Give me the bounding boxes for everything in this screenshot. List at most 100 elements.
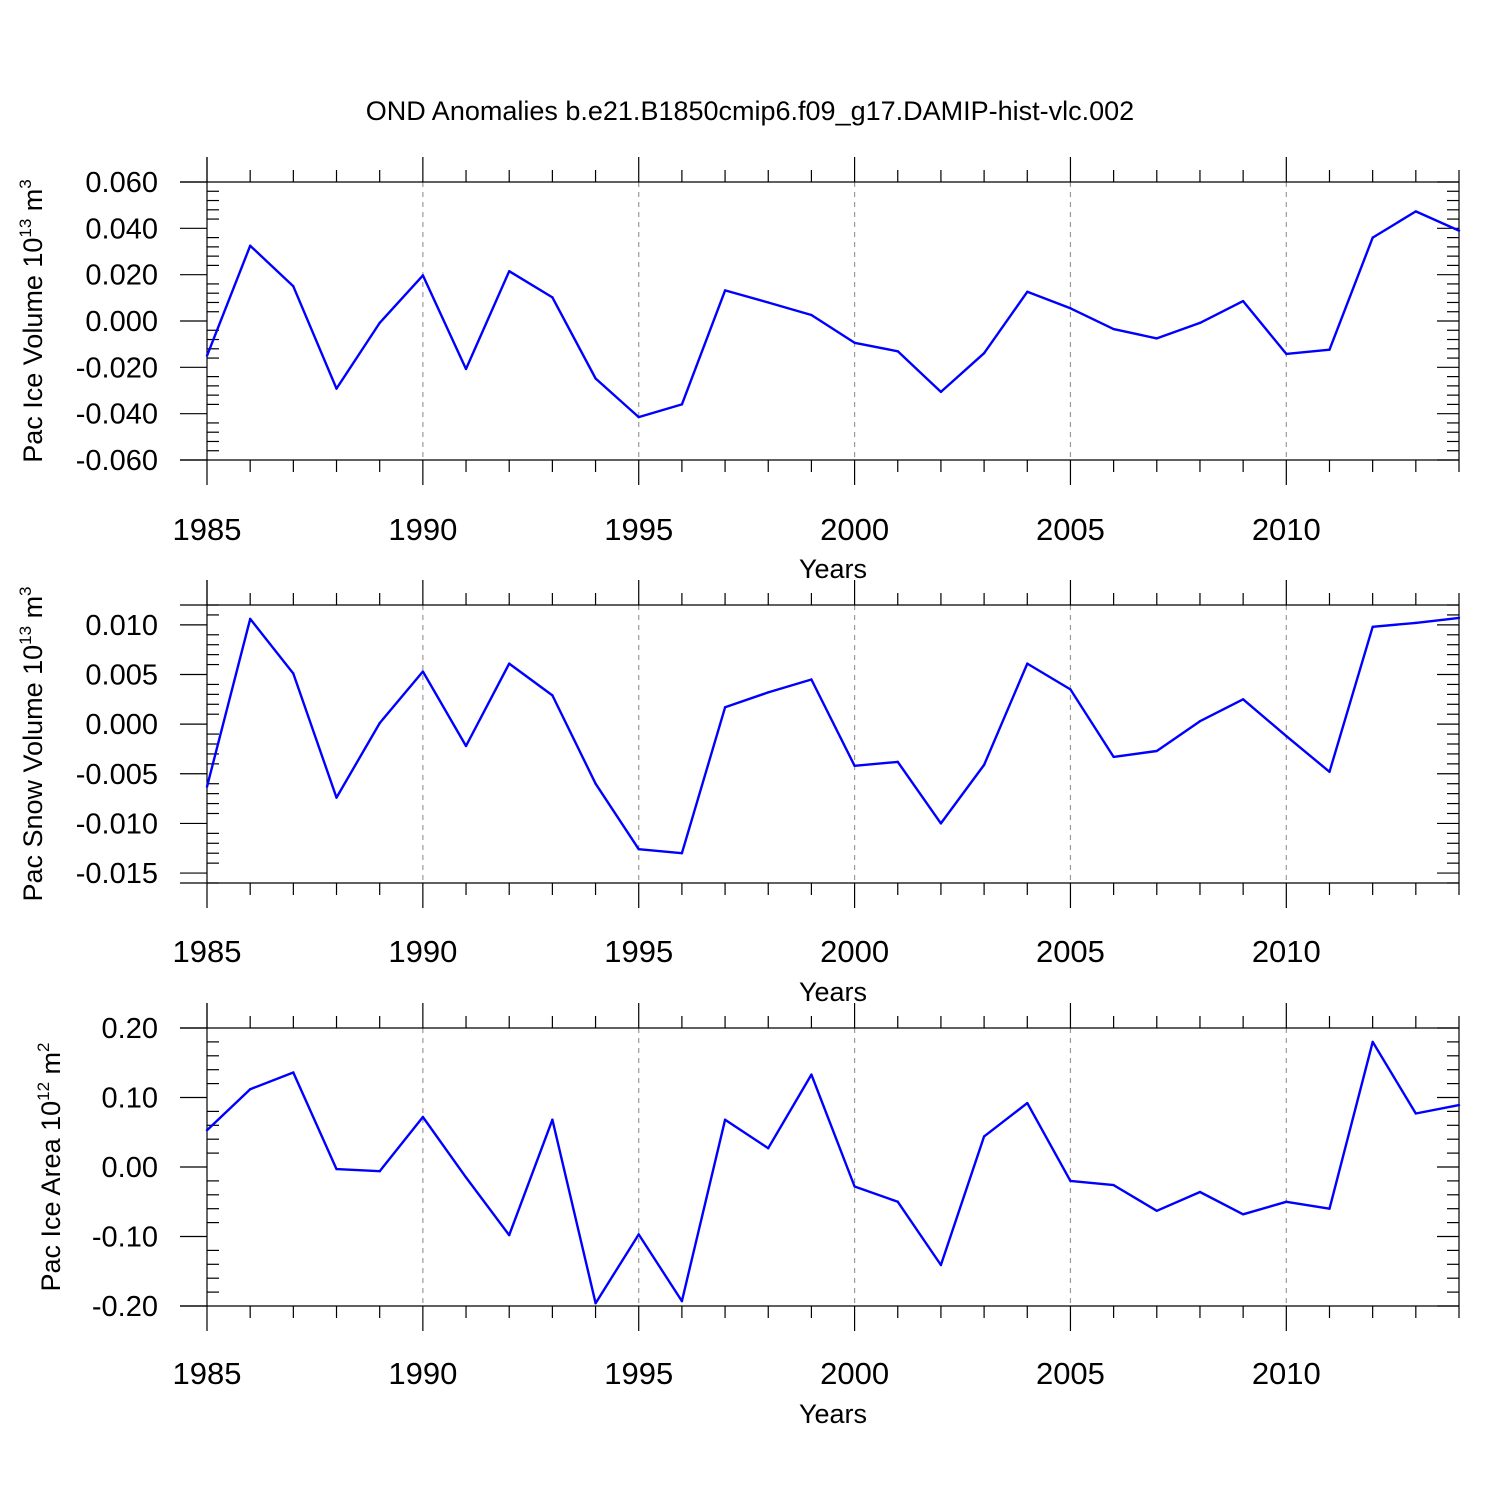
y-tick-label: 0.00	[102, 1152, 158, 1184]
data-point	[1241, 1213, 1245, 1216]
x-tick-label: 2010	[1252, 1356, 1321, 1391]
data-point	[1069, 307, 1072, 310]
x-axis-label: Years	[799, 977, 867, 1007]
data-point	[939, 390, 943, 394]
data-series-line	[206, 1040, 1460, 1305]
data-point	[896, 1200, 899, 1203]
data-point	[896, 760, 899, 764]
data-point	[680, 403, 684, 406]
x-axis-label: Years	[799, 1399, 867, 1429]
x-tick-label: 2005	[1036, 512, 1105, 547]
y-tick-label: 0.20	[102, 1013, 158, 1045]
x-tick-label: 2010	[1252, 934, 1321, 969]
data-point	[1457, 1103, 1461, 1107]
data-point	[637, 415, 640, 419]
data-point	[1241, 698, 1245, 701]
data-point	[767, 691, 770, 694]
data-point	[1112, 755, 1115, 759]
y-axis-label: Pac Ice Volume 1013 m3	[16, 179, 48, 463]
y-axis-label: Pac Ice Area 1012 m2	[34, 1042, 66, 1291]
data-point	[982, 352, 986, 355]
data-point	[1371, 236, 1374, 239]
x-tick-label: 2005	[1036, 1356, 1105, 1391]
data-point	[1285, 352, 1288, 356]
chart-panel-1: 0.060 0.040 0.020 0.000 -0.020 -0.040 -0.060 19…	[16, 157, 1461, 584]
data-point	[551, 296, 554, 299]
y-tick-label: 0.010	[85, 610, 158, 642]
x-tick-label: 1995	[604, 512, 673, 547]
chart-title: OND Anomalies b.e21.B1850cmip6.f09_g17.D…	[366, 96, 1134, 126]
data-point	[378, 1169, 381, 1173]
data-point	[421, 1115, 425, 1119]
data-point	[551, 694, 554, 697]
y-tick-label: -0.015	[76, 858, 158, 890]
data-point	[853, 1185, 856, 1188]
data-point	[421, 274, 425, 277]
data-point	[594, 377, 597, 380]
data-point	[1026, 290, 1029, 294]
data-point	[292, 672, 295, 675]
x-tick-label: 2010	[1252, 512, 1321, 547]
data-point	[1198, 1190, 1202, 1194]
data-point	[508, 269, 511, 273]
data-point	[378, 721, 381, 725]
y-tick-label: 0.000	[85, 306, 158, 338]
data-point	[723, 1118, 727, 1121]
data-point	[205, 785, 209, 788]
data-point	[810, 1073, 813, 1076]
data-series-line	[205, 210, 1460, 419]
data-point	[896, 350, 899, 353]
data-point	[1198, 719, 1202, 723]
data-point	[205, 1128, 209, 1132]
data-point	[1328, 1207, 1331, 1210]
data-point	[810, 678, 813, 681]
y-tick-label: -0.005	[76, 759, 158, 791]
y-tick-label: 0.10	[102, 1083, 158, 1115]
y-axis-label: Pac Snow Volume 1013 m3	[16, 586, 48, 901]
data-point	[1285, 1200, 1288, 1203]
data-point	[551, 1118, 554, 1121]
data-point	[378, 321, 381, 325]
data-point	[335, 387, 338, 390]
y-tick-label: -0.20	[92, 1291, 158, 1323]
data-point	[594, 782, 597, 785]
data-point	[1328, 348, 1331, 351]
data-point	[1371, 1040, 1374, 1044]
data-point	[464, 744, 468, 748]
y-tick-label: 0.060	[85, 167, 158, 199]
data-point	[723, 706, 727, 709]
data-point	[205, 354, 209, 357]
data-point	[1414, 1112, 1418, 1115]
data-point	[1457, 229, 1461, 232]
data-point	[767, 1147, 770, 1150]
data-point	[1069, 688, 1072, 691]
data-point	[1112, 1183, 1115, 1187]
data-point	[1328, 770, 1331, 773]
data-point	[1112, 327, 1115, 331]
data-point	[1026, 662, 1029, 665]
data-point	[335, 796, 338, 799]
data-point	[1155, 337, 1158, 340]
x-tick-label: 2005	[1036, 934, 1105, 969]
data-point	[1414, 621, 1418, 625]
x-tick-label: 1995	[604, 934, 673, 969]
y-tick-label: 0.040	[85, 213, 158, 245]
x-tick-label: 1985	[173, 934, 242, 969]
y-tick-label: -0.060	[76, 445, 158, 477]
data-point	[464, 367, 468, 371]
data-point	[982, 763, 986, 767]
data-series-line	[205, 616, 1460, 855]
data-point	[810, 313, 813, 317]
x-tick-label: 2000	[820, 934, 889, 969]
chart-panel-3: 0.20 0.10 0.00 -0.10 -0.20 1985 1990 1995 2000 20…	[34, 1003, 1461, 1429]
x-tick-label: 2000	[820, 1356, 889, 1391]
data-point	[1198, 321, 1202, 325]
x-tick-label: 1985	[173, 512, 242, 547]
data-point	[1155, 749, 1158, 753]
x-axis-label: Years	[799, 554, 867, 584]
data-point	[939, 1263, 943, 1267]
data-point	[680, 852, 684, 855]
data-point	[335, 1167, 338, 1171]
